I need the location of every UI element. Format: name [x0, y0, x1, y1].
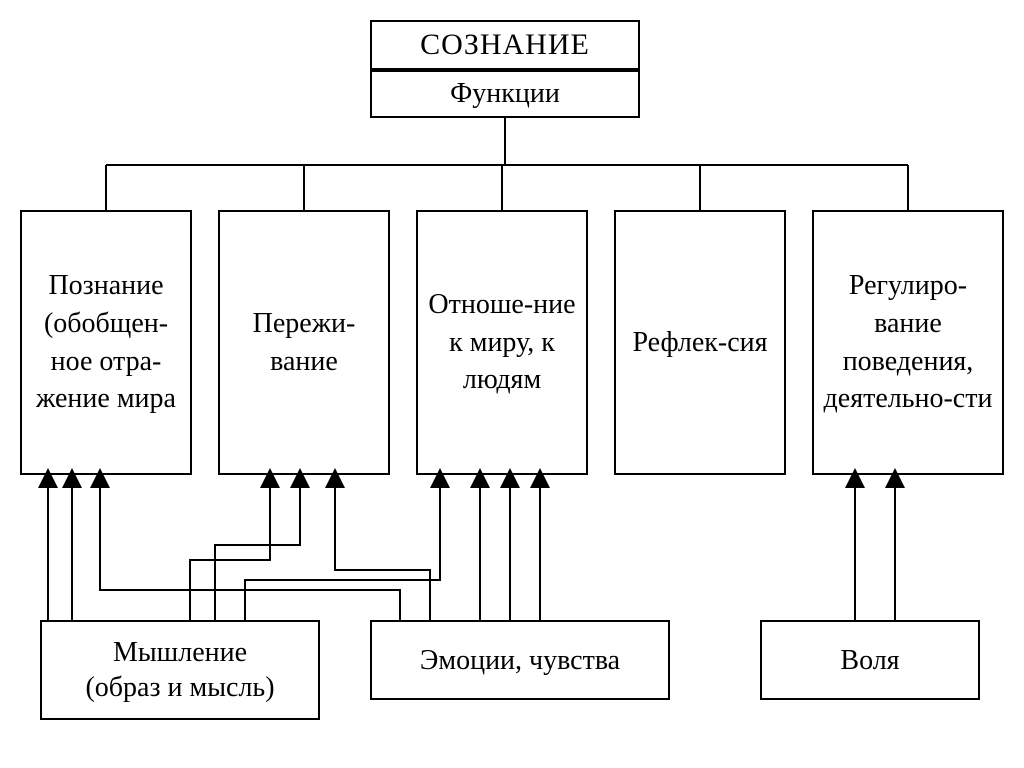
function-box-experience: Пережи-вание [218, 210, 390, 475]
source-thinking-line2: (образ и мысль) [85, 670, 274, 705]
source-box-emotions: Эмоции, чувства [370, 620, 670, 700]
source-thinking-line1: Мышление [113, 635, 247, 670]
header-title-box: СОЗНАНИЕ [370, 20, 640, 70]
function-box-reflection: Рефлек-сия [614, 210, 786, 475]
header-subtitle-box: Функции [370, 70, 640, 118]
function-box-relation: Отноше-ние к миру, к людям [416, 210, 588, 475]
function-box-cognition: Познание (обобщен-ное отра-жение мира [20, 210, 192, 475]
source-box-thinking: Мышление (образ и мысль) [40, 620, 320, 720]
source-box-will: Воля [760, 620, 980, 700]
function-box-regulation: Регулиро-вание поведения, деятельно-сти [812, 210, 1004, 475]
